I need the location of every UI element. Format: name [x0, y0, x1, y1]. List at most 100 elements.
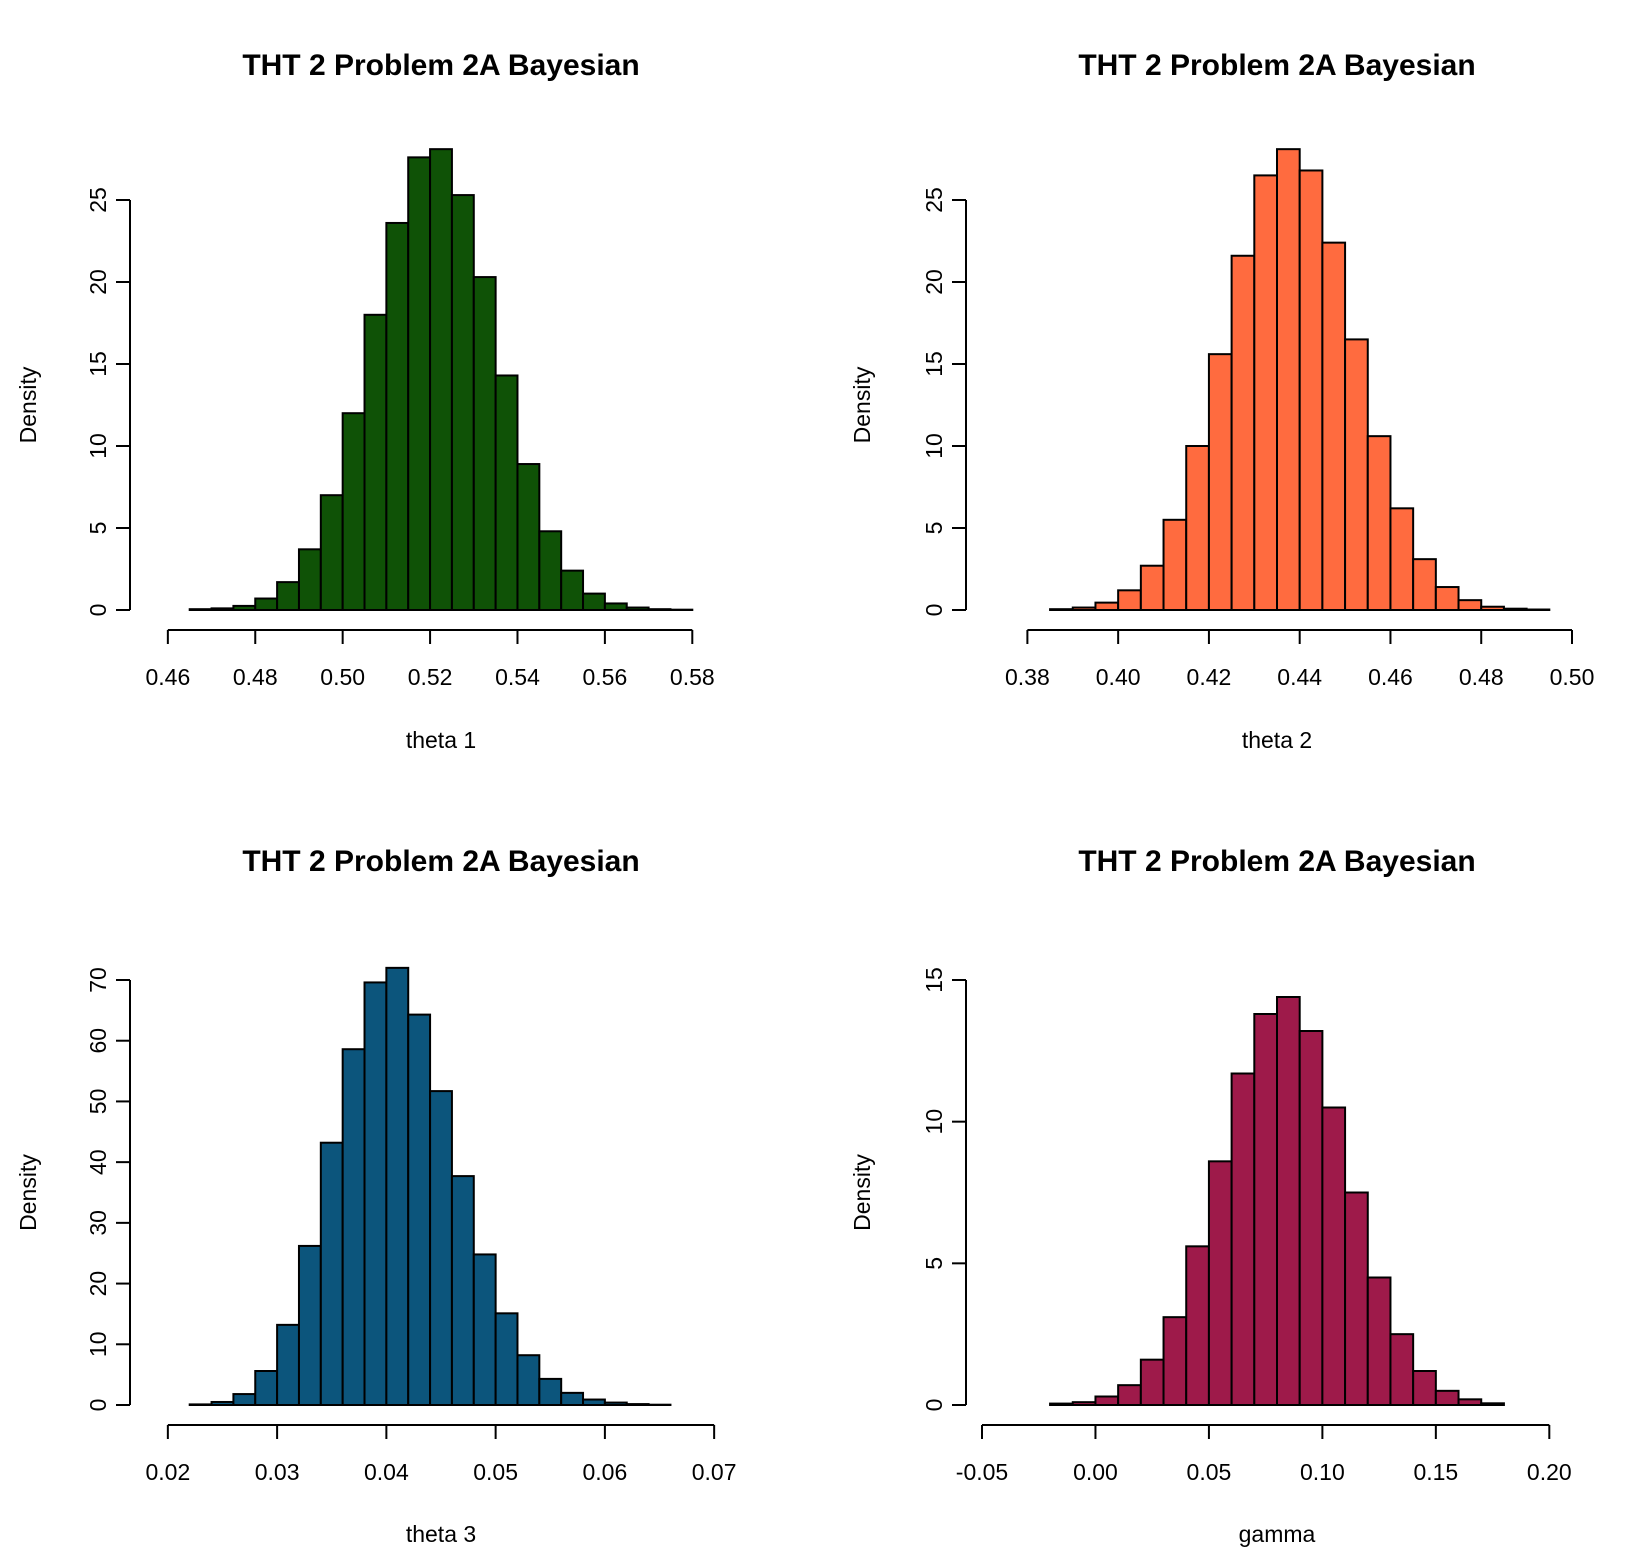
- histogram-bar: [429, 1090, 453, 1407]
- x-axis-title: theta 3: [406, 1521, 476, 1547]
- histogram-bar: [1434, 586, 1460, 611]
- histogram-bar: [1434, 1389, 1460, 1407]
- x-tick-label: 0.58: [670, 664, 715, 690]
- histogram-bar: [363, 981, 388, 1407]
- histogram-bar: [516, 1354, 541, 1406]
- histogram-bar: [1412, 558, 1437, 611]
- x-tick-label: 0.46: [1368, 664, 1413, 690]
- histogram-bar: [1344, 338, 1369, 611]
- histogram-bar: [1480, 605, 1505, 611]
- histogram-bar: [254, 597, 279, 612]
- y-tick-label: 0: [85, 1399, 111, 1412]
- histogram-bar: [625, 1403, 650, 1406]
- histogram-bar: [647, 608, 672, 611]
- y-tick-label: 25: [85, 187, 111, 213]
- histogram-bar: [385, 966, 410, 1406]
- y-tick-label: 5: [921, 1257, 947, 1270]
- histogram-bar: [1457, 599, 1483, 611]
- histogram-bar: [1366, 1276, 1392, 1406]
- y-tick-label: 0: [921, 1399, 947, 1412]
- y-tick-label: 15: [921, 967, 947, 993]
- histogram-bar: [450, 194, 475, 612]
- histogram-bar: [1071, 1401, 1097, 1406]
- histogram-bar: [625, 606, 650, 611]
- x-tick-label: 0.44: [1277, 664, 1322, 690]
- histogram-bar: [1117, 589, 1142, 612]
- y-axis-title: Density: [15, 366, 41, 443]
- x-axis-title: theta 2: [1242, 727, 1312, 753]
- histogram-bar: [232, 604, 257, 612]
- histogram-bar: [232, 1393, 257, 1406]
- histogram-bar: [1276, 148, 1301, 611]
- x-tick-label: 0.48: [1459, 664, 1504, 690]
- histogram-bar: [319, 494, 344, 612]
- histogram-bar: [429, 148, 453, 611]
- histogram-bar: [1502, 607, 1528, 611]
- histogram-bar: [407, 156, 432, 612]
- histogram-bar: [560, 1391, 585, 1407]
- y-tick-label: 50: [85, 1089, 111, 1115]
- histogram-bar: [1094, 601, 1120, 611]
- y-tick-label: 10: [921, 1109, 947, 1135]
- y-axis-title: Density: [15, 1154, 41, 1231]
- histogram-bar: [1298, 169, 1324, 611]
- x-tick-label: 0.05: [473, 1459, 518, 1485]
- x-tick-label: 0.50: [1550, 664, 1595, 690]
- histogram-bar: [1298, 1030, 1324, 1406]
- histogram-bar: [297, 1244, 322, 1407]
- x-tick-label: 0.40: [1096, 664, 1141, 690]
- y-tick-label: 10: [921, 433, 947, 459]
- histogram-panel-1: THT 2 Problem 2A Bayesian 0.46 0.48 0.50 0.5…: [15, 49, 715, 753]
- histogram-bar: [210, 607, 235, 611]
- histogram-bar: [1412, 1370, 1437, 1406]
- histogram-bar: [276, 1323, 300, 1407]
- chart-title: THT 2 Problem 2A Bayesian: [1078, 49, 1475, 82]
- histogram-bar: [188, 1403, 213, 1406]
- chart-title: THT 2 Problem 2A Bayesian: [242, 49, 639, 82]
- histogram-bar: [1185, 445, 1210, 611]
- y-tick-label: 40: [85, 1149, 111, 1175]
- histogram-bar: [341, 1048, 366, 1406]
- histogram-bar: [1321, 1106, 1347, 1406]
- x-tick-label: 0.15: [1413, 1459, 1458, 1485]
- histogram-bar: [1049, 1402, 1074, 1407]
- histogram-bar: [1139, 1358, 1165, 1406]
- y-tick-label: 0: [921, 604, 947, 617]
- histogram-bar: [297, 548, 322, 612]
- histogram-bar: [1389, 507, 1415, 612]
- x-tick-label: 0.06: [583, 1459, 628, 1485]
- x-tick-label: 0.02: [145, 1459, 190, 1485]
- y-tick-label: 5: [85, 522, 111, 535]
- y-tick-label: 0: [85, 604, 111, 617]
- histogram-bar: [494, 374, 519, 612]
- x-tick-label: 0.52: [408, 664, 453, 690]
- x-axis-title: gamma: [1239, 1521, 1316, 1547]
- histogram-bar: [1230, 254, 1256, 611]
- histogram-bar: [319, 1141, 344, 1406]
- y-tick-label: 15: [921, 351, 947, 377]
- histogram-bar: [407, 1013, 432, 1406]
- x-axis-title: theta 1: [406, 727, 476, 753]
- x-tick-label: 0.38: [1005, 664, 1050, 690]
- histogram-bar: [582, 1398, 606, 1407]
- histogram-bar: [188, 608, 213, 611]
- x-tick-label: 0.50: [320, 664, 365, 690]
- x-tick-label: 0.56: [583, 664, 628, 690]
- histogram-bar: [1253, 1013, 1279, 1406]
- histogram-bar: [254, 1370, 279, 1406]
- histogram-bar: [472, 1253, 497, 1407]
- x-tick-label: 0.48: [233, 664, 278, 690]
- y-tick-label: 20: [921, 269, 947, 295]
- x-tick-label: 0.04: [364, 1459, 409, 1485]
- histogram-bar: [1230, 1072, 1256, 1406]
- histogram-bar: [450, 1175, 475, 1407]
- x-tick-label: 0.20: [1527, 1459, 1572, 1485]
- y-tick-label: 10: [85, 433, 111, 459]
- histogram-bar: [1276, 996, 1301, 1406]
- x-tick-label: -0.05: [956, 1459, 1008, 1485]
- histogram-bar: [1389, 1333, 1415, 1406]
- y-tick-label: 20: [85, 269, 111, 295]
- histogram-bar: [516, 463, 541, 612]
- histogram-bar: [494, 1312, 519, 1406]
